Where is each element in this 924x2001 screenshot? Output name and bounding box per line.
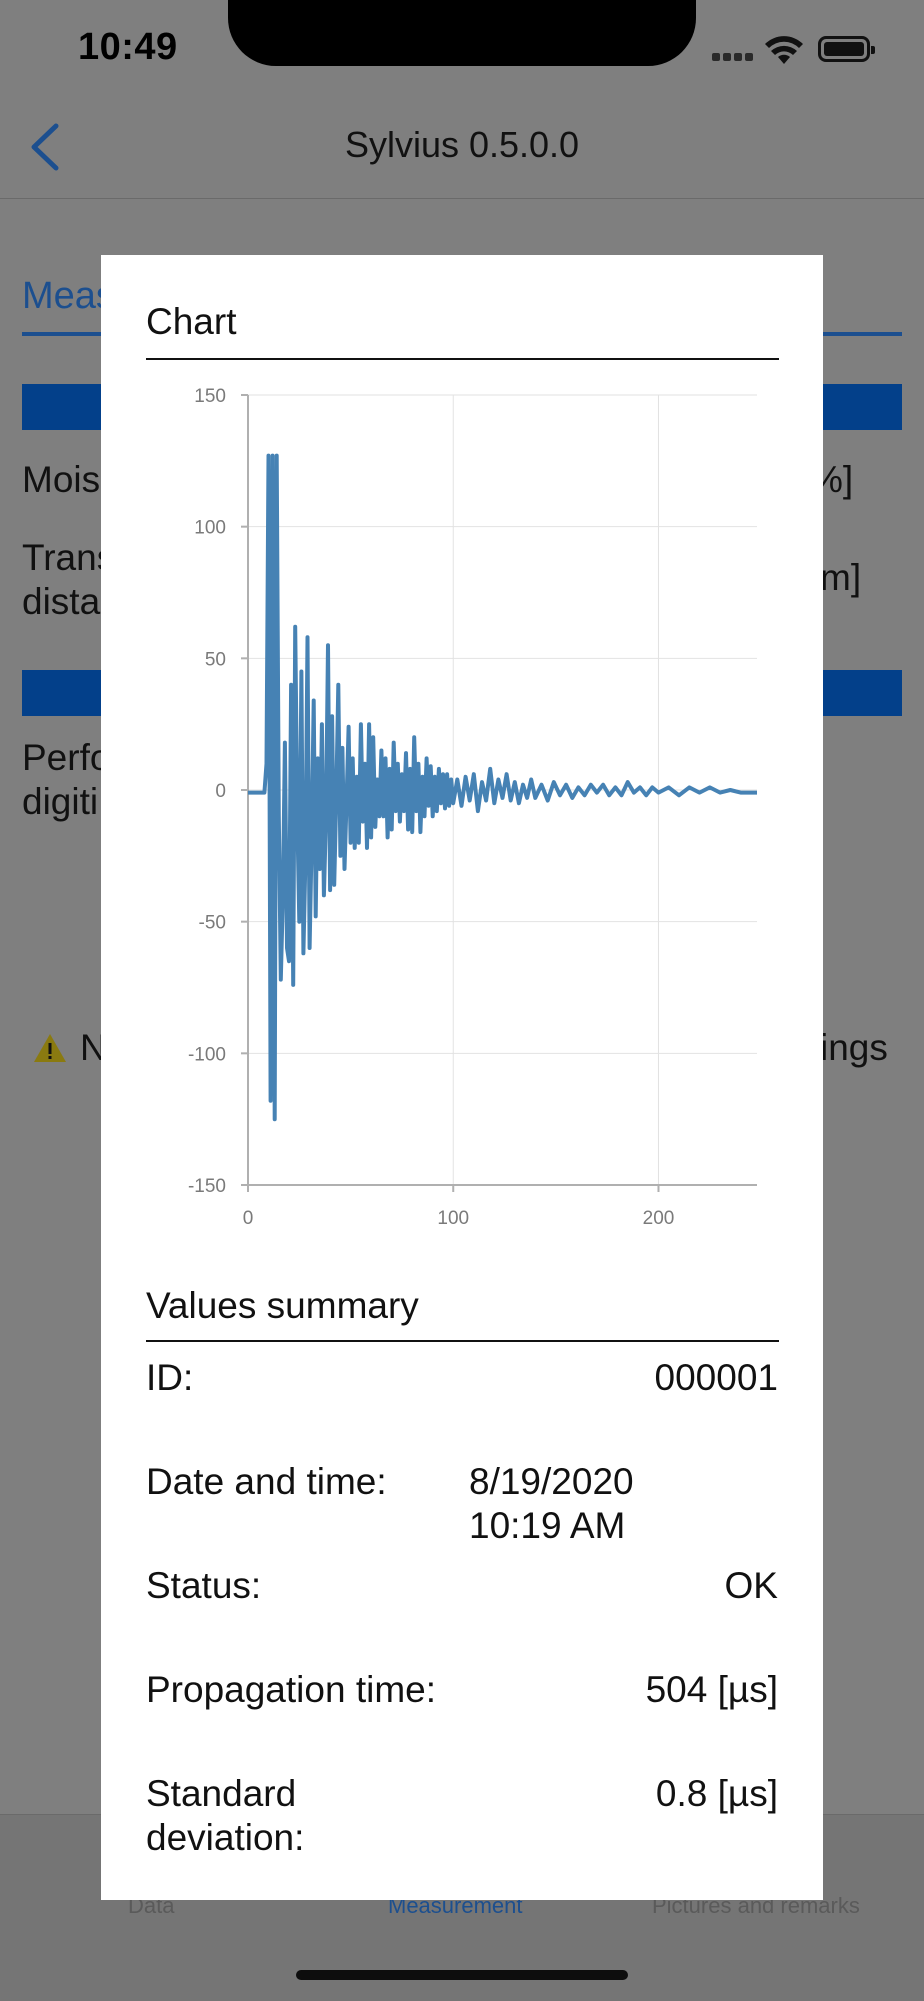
signal-chart: 150 100 50 0 -50 -100 -150 0 100 200: [188, 386, 757, 1229]
status-time: 10:49: [78, 26, 178, 68]
chart-axes: [241, 394, 757, 1192]
transmission-unit: m]: [820, 557, 862, 598]
tab-measurement-background: Meas: [22, 275, 115, 317]
y-tick-label: 150: [194, 386, 226, 407]
navigation-bar: [0, 100, 924, 199]
notch: [228, 0, 696, 66]
y-tick-label: 100: [194, 518, 226, 539]
back-chevron-icon[interactable]: [26, 122, 66, 172]
standard-deviation-label-line1: Standard: [146, 1773, 297, 1814]
chart-title-divider: [146, 358, 779, 360]
x-tick-label: 0: [243, 1208, 254, 1229]
chart-series: [248, 453, 757, 1122]
date-value: 8/19/2020: [469, 1461, 634, 1502]
values-summary-divider: [146, 1340, 779, 1342]
chart-modal: Chart 150 100 50 0 -50 -100 -150 0 100 200 Values…: [101, 255, 823, 1900]
warning-text-right: ings: [820, 1027, 888, 1068]
status-value: OK: [724, 1565, 778, 1606]
chart-tick-labels: 150 100 50 0 -50 -100 -150 0 100 200: [188, 386, 674, 1229]
propagation-time-label: Propagation time:: [146, 1669, 437, 1710]
values-summary-title: Values summary: [146, 1285, 419, 1326]
battery-icon: [818, 36, 875, 62]
time-value: 10:19 AM: [469, 1505, 626, 1546]
y-tick-label: -150: [188, 1176, 226, 1197]
id-value: 000001: [654, 1357, 778, 1398]
page-title: Sylvius 0.5.0.0: [344, 124, 580, 165]
y-tick-label: -100: [188, 1044, 226, 1065]
date-time-label: Date and time:: [146, 1461, 387, 1502]
id-label: ID:: [146, 1357, 194, 1398]
standard-deviation-label-line2: deviation:: [146, 1817, 305, 1858]
propagation-time-value: 504 [µs]: [645, 1669, 778, 1710]
transmission-label-line2: dista: [22, 581, 101, 622]
perform-label-line2: digiti: [22, 781, 99, 822]
cellular-signal-icon: [712, 48, 756, 61]
y-tick-label: -50: [199, 913, 226, 934]
y-tick-label: 50: [205, 649, 226, 670]
y-tick-label: 0: [215, 781, 226, 802]
chart-title: Chart: [146, 301, 237, 342]
x-tick-label: 100: [437, 1208, 469, 1229]
transmission-label-line1: Trans: [22, 537, 116, 578]
perform-label-line1: Perfo: [22, 737, 111, 778]
series-line-0: [248, 453, 757, 1122]
status-label: Status:: [146, 1565, 262, 1606]
moisture-label: Mois: [22, 459, 101, 500]
x-tick-label: 200: [643, 1208, 675, 1229]
wifi-icon: [765, 36, 803, 64]
home-indicator: [296, 1970, 628, 1980]
standard-deviation-value: 0.8 [µs]: [655, 1773, 778, 1814]
warning-icon: [34, 1034, 66, 1062]
